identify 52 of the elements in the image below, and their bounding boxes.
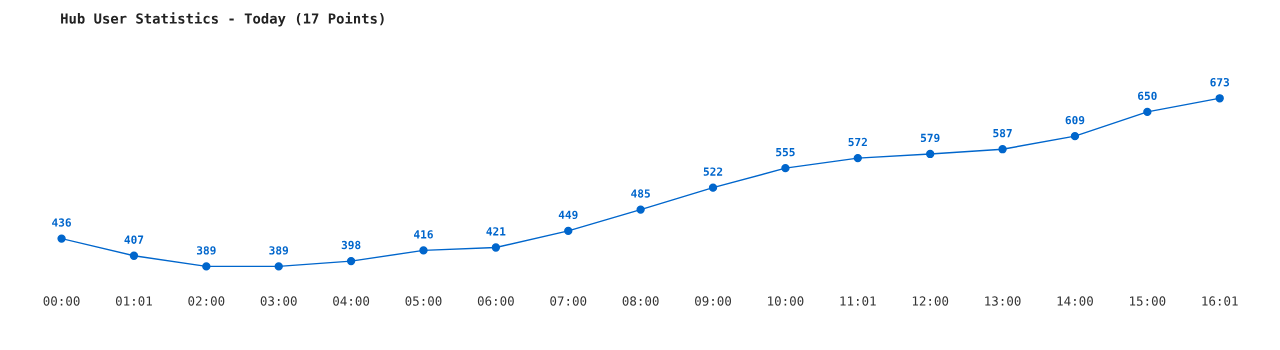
data-label: 449 [558,210,578,220]
data-label: 579 [920,133,940,143]
data-label: 398 [341,240,361,250]
data-label: 555 [776,148,795,157]
x-tick-label: 12:00 [912,296,949,306]
x-tick-label: 16:01 [1202,296,1238,306]
x-tick-label: 15:00 [1130,296,1166,306]
x-tick-label: 06:00 [477,296,514,306]
point [853,153,862,163]
x-tick-label: 08:00 [622,296,659,306]
x-tick-label: 02:00 [188,296,225,306]
point [129,251,139,260]
point [1143,107,1152,117]
data-label: 673 [1210,78,1230,87]
data-label: 650 [1138,91,1157,101]
data-label: 389 [269,246,289,255]
x-tick-label: 04:00 [333,296,370,306]
point [926,149,935,159]
x-tick-label: 11:01 [840,296,876,306]
point [491,243,501,252]
point [419,246,428,255]
point [57,234,66,243]
data-label: 407 [124,235,144,244]
data-label: 609 [1065,115,1085,125]
point [346,256,356,266]
x-tick-label: 07:00 [550,296,587,306]
x-tick-label: 09:00 [695,296,732,306]
data-label: 587 [993,128,1012,138]
point [781,163,790,173]
chart-title: Hub User Statistics - Today (17 Points) [61,12,384,27]
point [998,145,1007,154]
x-tick-label: 00:00 [43,296,80,306]
point [202,262,211,271]
data-label: 572 [848,137,867,147]
x-tick-label: 03:00 [260,296,297,306]
x-tick-label: 13:00 [985,296,1021,306]
point [564,226,573,236]
point [1215,94,1224,103]
x-tick-label: 14:00 [1057,296,1093,306]
point [636,205,645,214]
data-label: 436 [52,218,71,227]
x-tick-label: 01:01 [115,296,152,306]
data-label: 522 [703,167,723,176]
data-label: 421 [486,227,506,236]
data-label: 389 [196,246,216,255]
data-label: 416 [414,230,433,239]
point [274,262,283,271]
point [708,183,718,192]
data-label: 485 [631,189,650,198]
x-tick-label: 10:00 [768,296,804,306]
x-tick-label: 05:00 [405,296,442,306]
point [1070,132,1080,141]
